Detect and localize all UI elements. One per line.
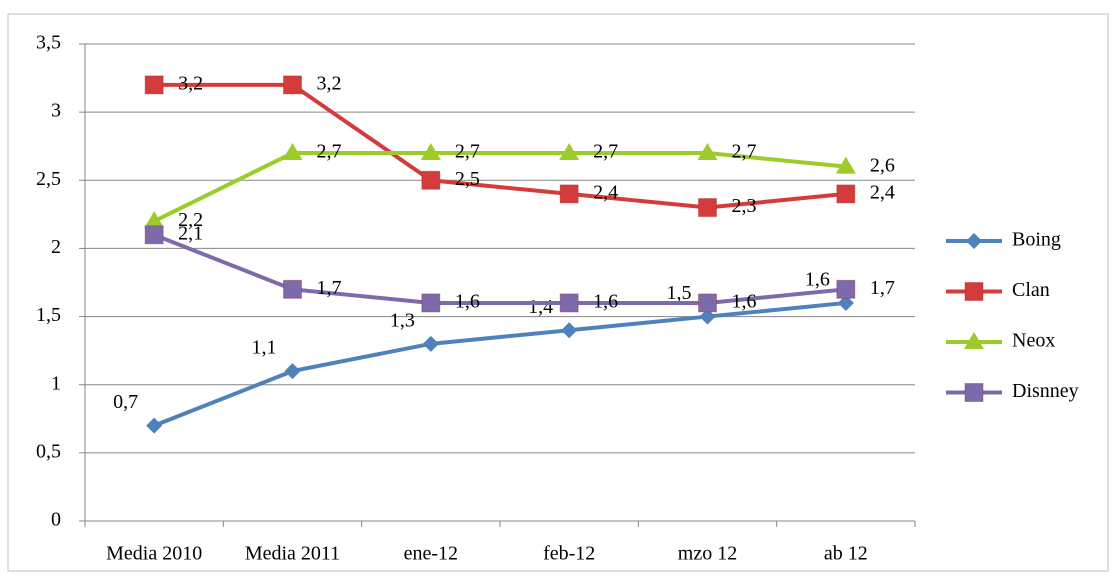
data-label: 2,7	[455, 141, 480, 163]
data-point	[836, 184, 856, 204]
x-tick-label: Media 2010	[106, 543, 202, 565]
data-label: 1,1	[252, 337, 277, 359]
data-point	[146, 417, 163, 434]
data-point	[561, 322, 578, 339]
x-tick-label: mzo 12	[678, 543, 737, 565]
data-point	[422, 335, 439, 352]
data-point	[559, 184, 579, 204]
data-point	[837, 294, 854, 311]
y-tick-label: 0,5	[36, 440, 61, 462]
y-tick-label: 2,5	[36, 168, 61, 190]
data-label: 1,6	[732, 291, 757, 313]
data-point	[835, 156, 856, 174]
data-label: 2,7	[317, 141, 342, 163]
data-point	[699, 308, 716, 325]
data-label: 2,7	[593, 141, 618, 163]
data-label: 2,4	[593, 182, 618, 204]
data-point	[283, 279, 302, 299]
data-label: 2,4	[870, 182, 895, 204]
x-tick-label: Media 2011	[245, 543, 340, 565]
data-label: 2,7	[732, 141, 757, 163]
data-label: 2,1	[178, 222, 203, 244]
legend-label: Neox	[1012, 330, 1055, 352]
x-tick-label: ene-12	[404, 543, 458, 565]
legend-label: Disnney	[1012, 380, 1079, 402]
data-label: 1,7	[317, 277, 342, 299]
y-tick-label: 0	[51, 509, 61, 531]
chart-border	[7, 13, 1109, 572]
series-line	[153, 300, 847, 428]
data-point	[836, 279, 856, 299]
legend-marker	[964, 383, 984, 402]
data-point	[421, 170, 441, 190]
data-label: 2,5	[455, 168, 480, 190]
data-label: 1,5	[667, 282, 692, 304]
y-tick-label: 1	[51, 372, 61, 394]
data-label: 2,2	[178, 209, 203, 231]
legend-label: Boing	[1012, 229, 1061, 251]
x-tick-label: ab 12	[824, 543, 868, 565]
data-point	[144, 225, 164, 245]
x-tick-label: feb-12	[543, 543, 595, 565]
data-label: 0,7	[113, 391, 138, 413]
data-point	[559, 143, 580, 161]
data-point	[283, 75, 302, 95]
legend-marker	[964, 332, 984, 349]
data-label: 1,6	[805, 269, 830, 291]
data-point	[420, 143, 441, 161]
data-label: 2,6	[870, 154, 895, 176]
y-tick-label: 3	[51, 100, 61, 122]
data-label: 3,2	[317, 72, 342, 94]
series-line	[153, 151, 847, 223]
data-label: 1,4	[528, 296, 553, 318]
legend-label: Clan	[1012, 279, 1050, 301]
series-line	[154, 82, 847, 210]
y-tick-label: 2	[51, 236, 61, 258]
data-point	[282, 143, 303, 161]
data-label: 1,6	[593, 291, 618, 313]
series-line	[153, 232, 847, 305]
data-label: 1,6	[455, 291, 480, 313]
data-point	[698, 293, 717, 313]
data-point	[697, 143, 718, 161]
data-point	[421, 293, 441, 313]
data-point	[144, 75, 164, 95]
data-label: 1,3	[390, 309, 415, 331]
data-label: 2,3	[732, 195, 757, 217]
data-point	[698, 198, 717, 218]
y-tick-label: 1,5	[36, 304, 61, 326]
data-point	[144, 211, 165, 229]
data-label: 3,2	[178, 72, 203, 94]
data-label: 1,7	[870, 277, 895, 299]
data-point	[559, 293, 579, 313]
legend-marker	[966, 233, 982, 249]
data-point	[284, 363, 301, 380]
y-tick-label: 3,5	[36, 32, 61, 54]
legend-marker	[964, 282, 984, 301]
